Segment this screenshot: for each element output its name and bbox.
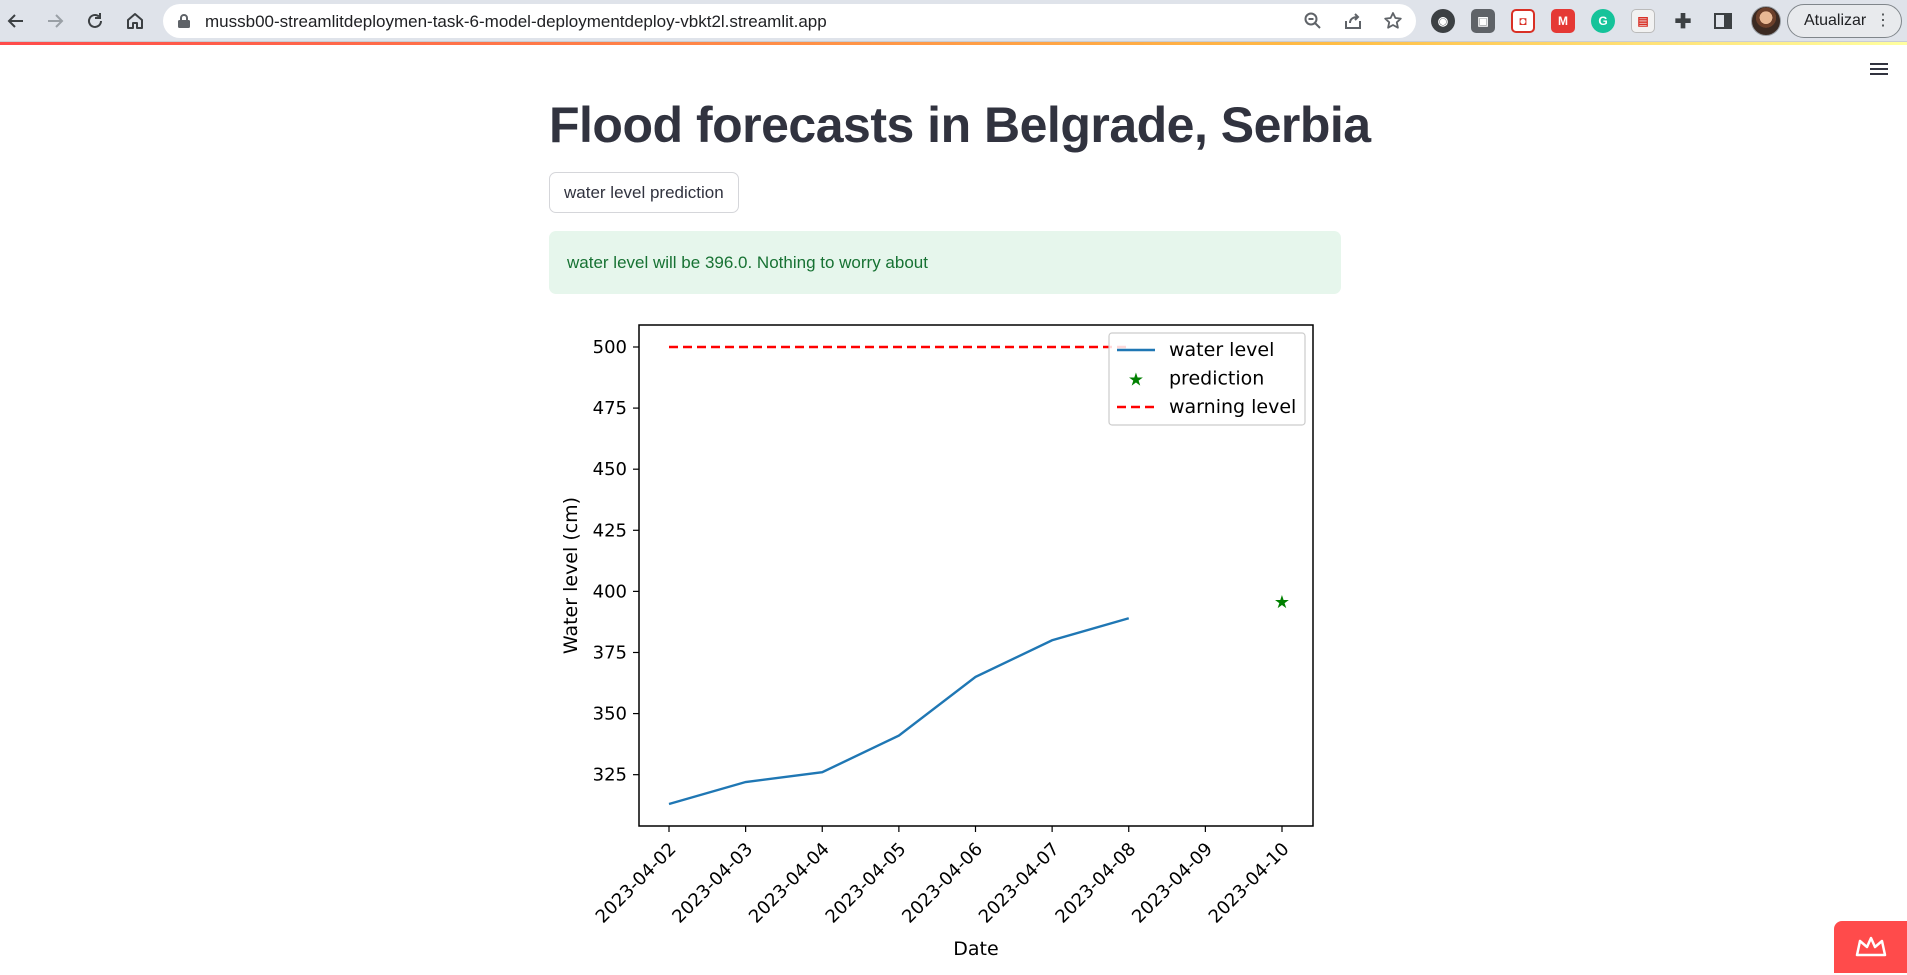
legend-label: warning level (1169, 396, 1296, 418)
legend-label: prediction (1169, 368, 1264, 390)
zoom-icon[interactable] (1303, 11, 1323, 31)
y-tick-label: 400 (593, 581, 627, 602)
y-tick-label: 500 (593, 337, 627, 358)
extension-4-icon[interactable]: M (1551, 9, 1575, 33)
profile-avatar[interactable] (1751, 6, 1781, 36)
extension-2-icon[interactable]: ▣ (1471, 9, 1495, 33)
crown-icon (1854, 935, 1888, 959)
chart-svg: 3253503754004254504755002023-04-022023-0… (549, 305, 1341, 970)
share-icon[interactable] (1343, 11, 1363, 31)
success-message: water level will be 396.0. Nothing to wo… (567, 253, 928, 273)
update-button[interactable]: Atualizar ⋮ (1787, 4, 1902, 38)
x-tick-label: 2023-04-02 (592, 839, 681, 928)
x-tick-label: 2023-04-10 (1205, 839, 1294, 928)
side-panel-icon[interactable] (1711, 9, 1735, 33)
page-title: Flood forecasts in Belgrade, Serbia (549, 96, 1371, 154)
bookmark-star-icon[interactable] (1383, 11, 1403, 31)
lock-icon[interactable] (177, 13, 191, 29)
main-menu-icon[interactable] (1870, 60, 1894, 80)
update-label: Atualizar (1804, 12, 1866, 30)
back-icon[interactable] (2, 7, 30, 35)
forward-icon[interactable] (41, 7, 69, 35)
url-text: mussb00-streamlitdeploymen-task-6-model-… (205, 12, 827, 32)
more-menu-icon[interactable]: ⋮ (1875, 13, 1891, 29)
legend-swatch-star: ★ (1128, 370, 1144, 391)
browser-toolbar: mussb00-streamlitdeploymen-task-6-model-… (0, 0, 1907, 42)
success-alert: water level will be 396.0. Nothing to wo… (549, 231, 1341, 294)
x-axis-label: Date (953, 938, 998, 960)
prediction-star: ★ (1274, 592, 1290, 613)
y-tick-label: 425 (593, 520, 627, 541)
extension-3-icon[interactable]: ◘ (1511, 9, 1535, 33)
y-tick-label: 350 (593, 704, 627, 725)
water-level-line (669, 618, 1129, 804)
extension-6-icon[interactable]: ▤ (1631, 9, 1655, 33)
x-tick-label: 2023-04-07 (975, 839, 1064, 928)
y-tick-label: 450 (593, 459, 627, 480)
reload-icon[interactable] (81, 7, 109, 35)
y-tick-label: 475 (593, 398, 627, 419)
streamlit-top-decoration (0, 42, 1907, 45)
grammarly-icon[interactable]: G (1591, 9, 1615, 33)
y-tick-label: 325 (593, 765, 627, 786)
x-tick-label: 2023-04-03 (668, 839, 757, 928)
water-level-prediction-button[interactable]: water level prediction (549, 172, 739, 213)
x-tick-label: 2023-04-05 (822, 839, 911, 928)
y-axis-label: Water level (cm) (560, 497, 582, 654)
streamlit-crown-badge[interactable] (1834, 921, 1907, 973)
legend-label: water level (1169, 339, 1274, 361)
y-tick-label: 375 (593, 642, 627, 663)
x-tick-label: 2023-04-09 (1128, 839, 1217, 928)
extension-1-icon[interactable]: ◉ (1431, 9, 1455, 33)
x-tick-label: 2023-04-04 (745, 839, 834, 928)
home-icon[interactable] (121, 7, 149, 35)
address-bar[interactable]: mussb00-streamlitdeploymen-task-6-model-… (163, 4, 1416, 38)
x-tick-label: 2023-04-08 (1051, 839, 1140, 928)
x-tick-label: 2023-04-06 (898, 839, 987, 928)
puzzle-extensions-icon[interactable]: ✚ (1671, 9, 1695, 33)
